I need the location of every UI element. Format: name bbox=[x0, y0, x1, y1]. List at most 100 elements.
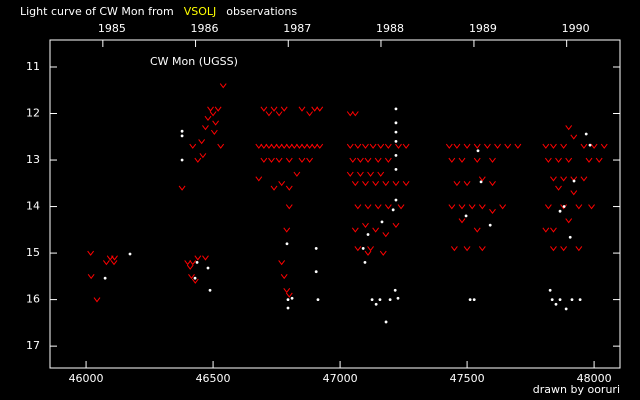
x-tick-label: 47500 bbox=[450, 372, 485, 385]
observation-dot bbox=[464, 214, 468, 218]
limit-mark bbox=[374, 157, 382, 163]
limit-mark bbox=[306, 111, 313, 117]
observation-dot bbox=[394, 198, 398, 202]
y-tick-label: 12 bbox=[26, 107, 40, 120]
observation-dot bbox=[584, 132, 588, 136]
limit-mark bbox=[550, 176, 557, 182]
limit-mark bbox=[275, 111, 283, 117]
limit-mark bbox=[298, 106, 306, 112]
limit-mark bbox=[565, 157, 573, 163]
limit-mark bbox=[458, 204, 466, 210]
observation-dot bbox=[554, 302, 558, 306]
y-tick-label: 13 bbox=[26, 153, 40, 166]
limit-mark bbox=[478, 246, 486, 252]
limit-mark bbox=[285, 157, 293, 163]
limit-mark bbox=[402, 180, 410, 187]
limit-mark bbox=[306, 157, 313, 163]
observation-dot bbox=[548, 288, 552, 292]
observation-dot bbox=[558, 298, 562, 302]
observation-dot bbox=[479, 180, 483, 184]
limit-mark bbox=[555, 157, 562, 163]
limit-mark bbox=[550, 227, 557, 233]
limit-mark bbox=[595, 157, 603, 163]
limit-mark bbox=[202, 255, 209, 261]
chart-title: Light curve of CW Mon from VSOLJ observati… bbox=[20, 5, 297, 18]
limit-mark bbox=[283, 288, 291, 294]
limit-mark bbox=[306, 143, 313, 149]
limit-mark bbox=[316, 143, 324, 149]
observation-dot bbox=[391, 208, 395, 212]
limit-mark bbox=[285, 143, 293, 149]
limit-mark bbox=[458, 157, 466, 163]
limit-mark bbox=[278, 180, 286, 187]
limit-mark bbox=[570, 134, 578, 140]
limit-mark bbox=[255, 143, 263, 149]
observation-dot bbox=[361, 247, 365, 250]
limit-mark bbox=[489, 208, 496, 215]
y-tick-label: 17 bbox=[26, 339, 40, 352]
limit-mark bbox=[600, 143, 608, 149]
x-tick-label: 48000 bbox=[577, 372, 612, 385]
limit-mark bbox=[499, 204, 507, 210]
limit-mark bbox=[448, 204, 456, 210]
limit-mark bbox=[87, 250, 95, 256]
observation-dot bbox=[394, 130, 398, 134]
limit-mark bbox=[349, 157, 357, 163]
limit-mark bbox=[219, 83, 227, 89]
limit-mark bbox=[362, 222, 369, 229]
observation-dot bbox=[314, 247, 318, 250]
limit-mark bbox=[575, 204, 583, 210]
observation-dot bbox=[180, 158, 184, 162]
limit-mark bbox=[194, 255, 202, 261]
limit-mark bbox=[377, 171, 385, 177]
limit-mark bbox=[283, 227, 291, 233]
top-tick-label: 1986 bbox=[191, 22, 219, 35]
observation-dot bbox=[363, 260, 367, 264]
limit-mark bbox=[102, 260, 110, 266]
limit-mark bbox=[217, 143, 225, 149]
limit-mark bbox=[580, 143, 588, 149]
limit-mark bbox=[379, 250, 387, 256]
limit-mark bbox=[560, 176, 568, 182]
limit-mark bbox=[210, 129, 218, 135]
limit-mark bbox=[111, 255, 118, 261]
limit-mark bbox=[311, 106, 319, 112]
limit-mark bbox=[397, 204, 405, 210]
limit-mark bbox=[270, 106, 278, 112]
limit-mark bbox=[542, 227, 550, 233]
top-tick-label: 1985 bbox=[98, 22, 126, 35]
limit-mark bbox=[570, 190, 578, 196]
observation-dot bbox=[394, 153, 398, 157]
limit-mark bbox=[189, 143, 197, 149]
limit-mark bbox=[260, 157, 268, 163]
limit-mark bbox=[473, 227, 481, 233]
limit-mark bbox=[463, 180, 471, 187]
limit-mark bbox=[93, 297, 101, 303]
observation-dot bbox=[103, 276, 107, 280]
limit-mark bbox=[354, 204, 362, 210]
limit-mark bbox=[504, 143, 512, 149]
limit-mark bbox=[565, 125, 573, 131]
limit-mark bbox=[191, 278, 199, 284]
y-tick-label: 11 bbox=[26, 60, 40, 73]
limit-mark bbox=[184, 260, 192, 266]
observation-dot bbox=[468, 298, 472, 302]
limit-mark bbox=[207, 106, 214, 112]
limit-mark bbox=[478, 204, 486, 210]
limit-mark bbox=[560, 143, 568, 149]
limit-mark bbox=[565, 218, 573, 224]
limit-mark bbox=[351, 227, 359, 233]
top-tick-label: 1989 bbox=[469, 22, 497, 35]
limit-mark bbox=[296, 143, 303, 149]
limit-mark bbox=[346, 143, 354, 149]
limit-mark bbox=[377, 143, 385, 149]
limit-mark bbox=[265, 111, 273, 117]
title-part: observations bbox=[226, 5, 297, 18]
limit-mark bbox=[468, 204, 476, 210]
limit-mark bbox=[585, 157, 593, 163]
observation-dot bbox=[384, 320, 388, 324]
limit-mark bbox=[384, 143, 392, 149]
observation-dot bbox=[562, 205, 566, 208]
limit-mark bbox=[484, 143, 491, 149]
